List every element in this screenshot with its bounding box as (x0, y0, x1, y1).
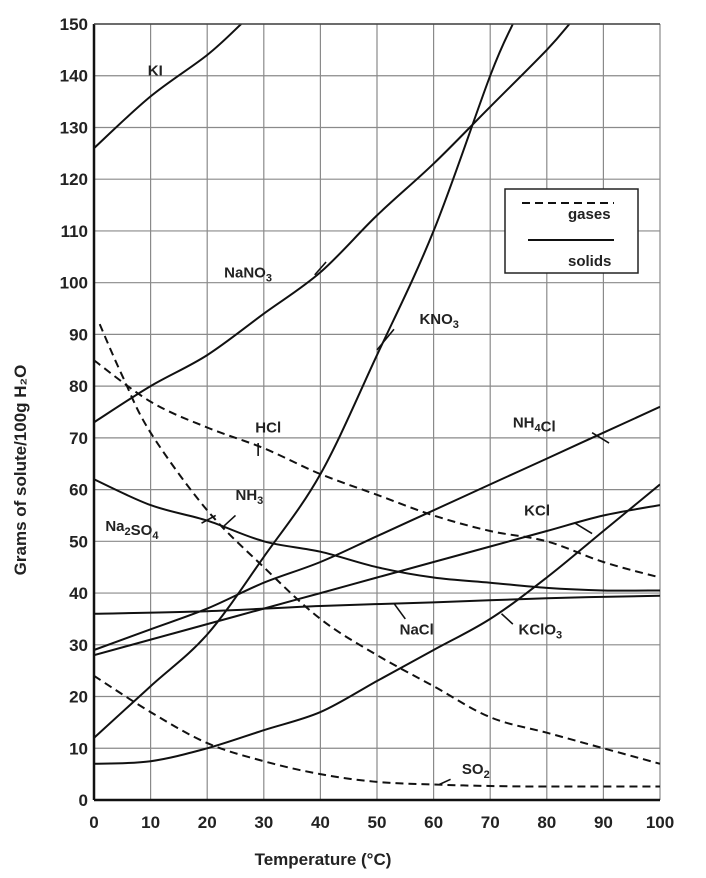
curves (94, 24, 660, 788)
x-tick-label: 70 (481, 813, 500, 832)
curve-label-nacl: NaCl (400, 621, 434, 638)
y-tick-label: 100 (60, 274, 88, 293)
leader-line-so2 (438, 778, 451, 786)
x-tick-label: 40 (311, 813, 330, 832)
leader-line-nano3 (314, 261, 327, 276)
x-tick-label: 100 (646, 813, 674, 832)
y-tick-label: 130 (60, 118, 88, 137)
x-tick-label: 90 (594, 813, 613, 832)
y-tick-label: 40 (69, 584, 88, 603)
curve-label-nh3: NH3 (236, 487, 264, 507)
y-tick-label: 80 (69, 377, 88, 396)
y-axis-title: Grams of solute/100g H₂O (11, 365, 30, 576)
tick-labels: 0 10 20 30 40 50 60 70 80 90 100 0 10 20 30 40 50 60 70 80 9… (60, 15, 675, 832)
leader-line-kclo3 (500, 613, 514, 625)
y-tick-label: 120 (60, 170, 88, 189)
y-tick-label: 30 (69, 636, 88, 655)
y-tick-label: 20 (69, 688, 88, 707)
y-tick-label: 150 (60, 15, 88, 34)
series-line-kcl (94, 504, 660, 657)
y-tick-label: 90 (69, 325, 88, 344)
curve-label-kcl: KCl (524, 502, 550, 519)
curve-labels: KI NaNO3 KNO3 HCl NH3 Na2SO4 NH4Cl KCl NaCl KClO3… (105, 63, 610, 786)
curve-label-ki: KI (148, 63, 163, 80)
leader-line-nh3 (223, 514, 237, 527)
y-tick-label: 10 (69, 739, 88, 758)
series-line-nano3 (94, 24, 571, 424)
curve-label-hcl: HCl (255, 420, 281, 437)
series-line-so2 (94, 674, 660, 788)
curve-label-nano3: NaNO3 (224, 264, 272, 284)
curve-label-kclo3: KClO3 (519, 621, 563, 641)
x-axis-title: Temperature (°C) (255, 850, 392, 869)
legend-solids-label: solids (568, 253, 611, 270)
x-tick-label: 30 (254, 813, 273, 832)
curve-label-so2: SO2 (462, 761, 490, 781)
x-tick-label: 20 (198, 813, 217, 832)
axes (92, 23, 660, 802)
y-tick-label: 70 (69, 429, 88, 448)
x-tick-label: 80 (537, 813, 556, 832)
legend-gases-label: gases (568, 206, 611, 223)
x-tick-label: 50 (368, 813, 387, 832)
x-tick-label: 0 (89, 813, 98, 832)
leader-line-na2so4 (201, 514, 217, 524)
series-line-na2so4 (94, 478, 660, 592)
series-line-nh3 (98, 323, 660, 765)
leader-line-nacl (393, 602, 406, 620)
y-tick-label: 0 (79, 791, 88, 810)
curve-label-na2so4: Na2SO4 (105, 518, 159, 542)
y-tick-label: 60 (69, 481, 88, 500)
x-tick-label: 10 (141, 813, 160, 832)
series-line-kno3 (94, 24, 514, 739)
y-tick-label: 140 (60, 67, 88, 86)
leader-line-nh4cl (591, 432, 610, 444)
legend: gases solids (504, 188, 639, 274)
series-line-kclo3 (94, 483, 660, 765)
series-line-nh4cl (94, 405, 660, 651)
x-tick-label: 60 (424, 813, 443, 832)
leader-line-kcl (574, 522, 593, 535)
curve-label-kno3: KNO3 (419, 311, 458, 331)
series-line-ki (94, 24, 242, 149)
leader-line-kno3 (376, 328, 395, 351)
y-tick-label: 50 (69, 532, 88, 551)
y-tick-label: 110 (61, 222, 88, 241)
curve-label-nh4cl: NH4Cl (513, 415, 556, 436)
series-line-nacl (94, 594, 660, 615)
series-line-hcl (94, 359, 660, 579)
